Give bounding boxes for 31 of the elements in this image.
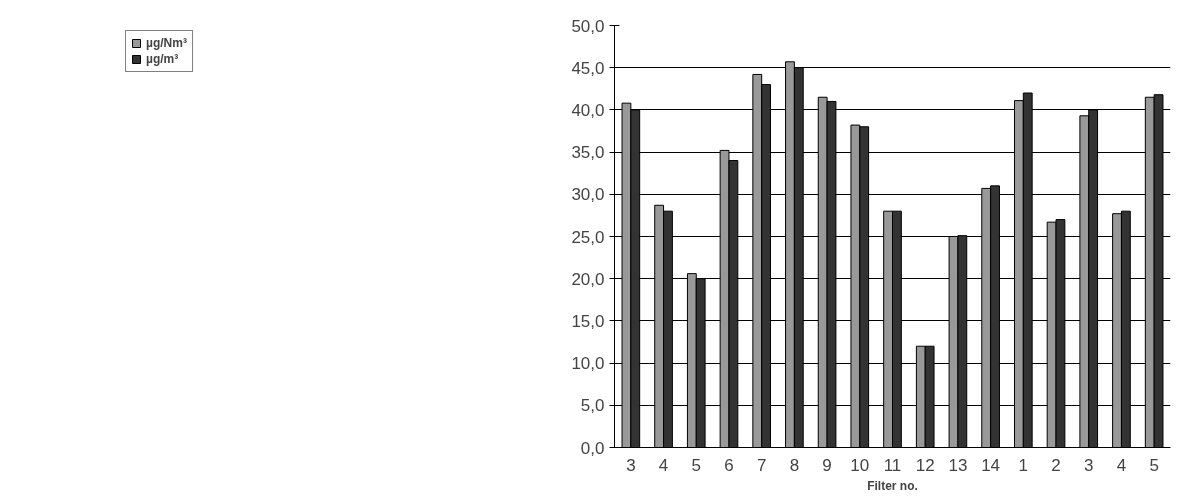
x-tick-label: 11: [883, 455, 902, 475]
x-tick-label: 4: [658, 455, 669, 475]
x-tick-label: 10: [850, 455, 870, 475]
x-tick-label: 3: [1084, 455, 1094, 475]
x-tick-label: 13: [948, 455, 968, 475]
y-tick-label: 15,0: [571, 311, 605, 331]
x-tick-label: 1: [1018, 455, 1029, 475]
y-tick-label: 0,0: [580, 438, 605, 458]
y-tick-label: 5,0: [580, 396, 605, 416]
y-tick-label: 35,0: [571, 143, 605, 163]
x-tick-label: 14: [981, 455, 1001, 475]
x-tick-label: 8: [789, 455, 800, 475]
y-tick-label: 25,0: [571, 227, 605, 247]
x-tick-label: 5: [1149, 455, 1159, 475]
x-axis-title: Filter no.: [867, 478, 918, 493]
y-tick-label: 10,0: [571, 354, 605, 374]
y-tick-label: 45,0: [571, 58, 605, 78]
x-tick-label: 6: [724, 455, 734, 475]
y-tick-label: 40,0: [571, 100, 605, 120]
x-tick-label: 3: [626, 455, 636, 475]
x-tick-label: 9: [822, 455, 832, 475]
legend-label: µg/Nm³: [146, 36, 187, 50]
x-tick-label: 2: [1051, 455, 1061, 475]
y-tick-label: 50,0: [571, 16, 605, 36]
y-tick-label: 20,0: [571, 269, 605, 289]
y-tick-label: 30,0: [571, 185, 605, 205]
x-tick-label: 5: [691, 455, 702, 475]
x-tick-label: 4: [1116, 455, 1127, 475]
x-tick-label: 12: [915, 455, 935, 475]
x-tick-label: 7: [756, 455, 767, 475]
legend-label: µg/m³: [146, 52, 179, 66]
